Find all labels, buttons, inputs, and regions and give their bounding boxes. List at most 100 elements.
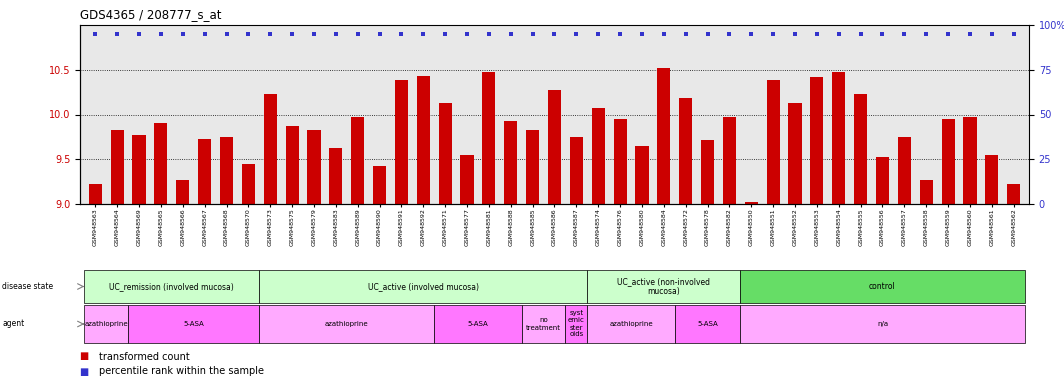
Bar — [260, 270, 587, 303]
Point — [196, 31, 213, 37]
Bar — [128, 305, 260, 343]
Bar — [307, 130, 320, 204]
Text: 5-ASA: 5-ASA — [467, 321, 488, 327]
Bar — [548, 90, 561, 204]
Bar — [811, 77, 824, 204]
Bar — [198, 139, 211, 204]
Point — [612, 31, 629, 37]
Bar — [154, 123, 167, 204]
Text: UC_active (non-involved
mucosa): UC_active (non-involved mucosa) — [617, 277, 711, 296]
Bar — [635, 146, 649, 204]
Point — [305, 31, 322, 37]
Point — [152, 31, 169, 37]
Point — [328, 31, 345, 37]
Point — [393, 31, 410, 37]
Point — [809, 31, 826, 37]
Point — [786, 31, 803, 37]
Bar — [745, 202, 758, 204]
Point — [721, 31, 738, 37]
Bar — [592, 108, 604, 204]
Point — [874, 31, 891, 37]
Bar — [942, 119, 954, 204]
Text: agent: agent — [2, 319, 24, 328]
Text: syst
emic
ster
oids: syst emic ster oids — [568, 311, 585, 338]
Point — [546, 31, 563, 37]
Bar — [482, 71, 496, 204]
Point — [655, 31, 672, 37]
Point — [174, 31, 192, 37]
Point — [218, 31, 235, 37]
Bar — [329, 147, 343, 204]
Bar — [898, 137, 911, 204]
Bar — [220, 137, 233, 204]
Bar — [521, 305, 565, 343]
Point — [1005, 31, 1023, 37]
Bar — [658, 68, 670, 204]
Point — [262, 31, 279, 37]
Bar — [587, 270, 741, 303]
Bar — [504, 121, 517, 204]
Bar — [854, 94, 867, 204]
Text: azathioprine: azathioprine — [325, 321, 368, 327]
Bar — [177, 180, 189, 204]
Text: transformed count: transformed count — [99, 351, 189, 361]
Bar — [461, 155, 473, 204]
Point — [830, 31, 847, 37]
Bar — [565, 305, 587, 343]
Point — [525, 31, 542, 37]
Bar — [417, 76, 430, 204]
Text: no
treatment: no treatment — [526, 318, 561, 331]
Point — [633, 31, 650, 37]
Text: UC_active (involved mucosa): UC_active (involved mucosa) — [368, 282, 479, 291]
Point — [459, 31, 476, 37]
Bar — [1008, 184, 1020, 204]
Bar — [741, 305, 1025, 343]
Point — [502, 31, 519, 37]
Bar — [963, 117, 977, 204]
Point — [589, 31, 606, 37]
Point — [436, 31, 453, 37]
Bar — [260, 305, 434, 343]
Point — [568, 31, 585, 37]
Bar — [438, 103, 452, 204]
Bar — [741, 270, 1025, 303]
Bar — [111, 130, 123, 204]
Bar — [876, 157, 890, 204]
Point — [480, 31, 497, 37]
Text: n/a: n/a — [877, 321, 888, 327]
Text: percentile rank within the sample: percentile rank within the sample — [99, 366, 264, 376]
Text: control: control — [869, 282, 896, 291]
Bar — [701, 139, 714, 204]
Bar — [766, 81, 780, 204]
Point — [371, 31, 388, 37]
Bar — [88, 184, 102, 204]
Bar — [264, 94, 277, 204]
Point — [699, 31, 716, 37]
Point — [765, 31, 782, 37]
Bar — [614, 119, 627, 204]
Bar — [832, 73, 845, 204]
Text: 5-ASA: 5-ASA — [183, 321, 204, 327]
Text: ■: ■ — [80, 351, 93, 361]
Point — [983, 31, 1000, 37]
Point — [918, 31, 935, 37]
Bar — [919, 180, 933, 204]
Bar — [395, 81, 408, 204]
Bar — [351, 117, 364, 204]
Point — [239, 31, 256, 37]
Text: ■: ■ — [80, 366, 93, 376]
Point — [284, 31, 301, 37]
Text: disease state: disease state — [2, 282, 53, 291]
Bar — [722, 117, 736, 204]
Bar — [84, 305, 128, 343]
Point — [852, 31, 869, 37]
Point — [131, 31, 148, 37]
Bar — [679, 98, 693, 204]
Text: azathioprine: azathioprine — [610, 321, 653, 327]
Point — [87, 31, 104, 37]
Bar — [788, 103, 801, 204]
Point — [896, 31, 913, 37]
Point — [415, 31, 432, 37]
Point — [962, 31, 979, 37]
Bar — [434, 305, 521, 343]
